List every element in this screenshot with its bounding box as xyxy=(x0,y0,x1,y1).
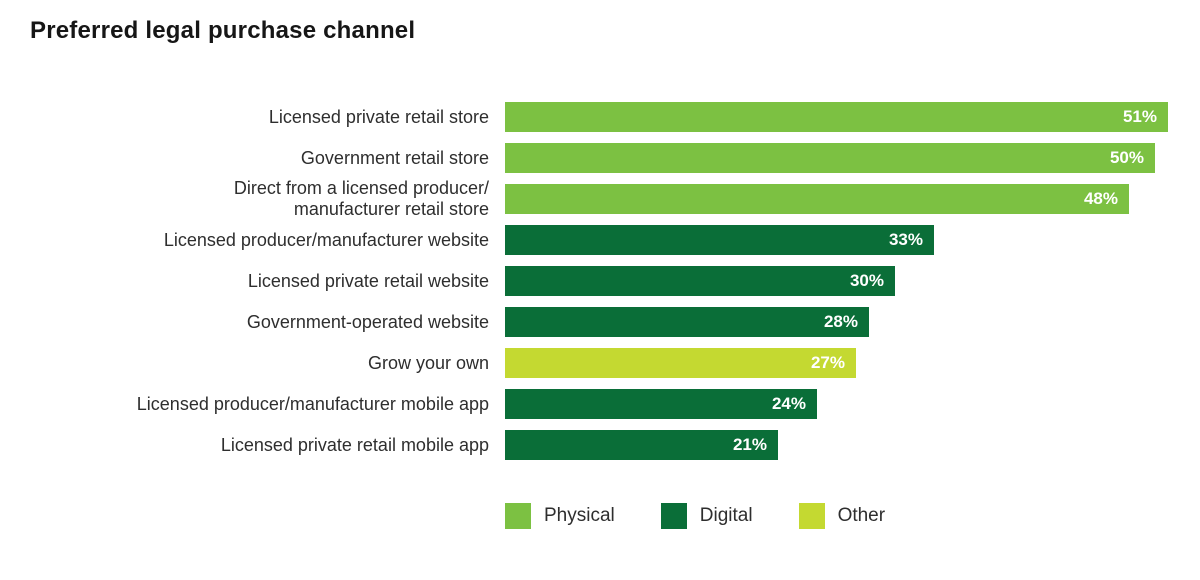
bar-row: Licensed producer/manufacturer mobile ap… xyxy=(0,389,1200,419)
category-label: Government retail store xyxy=(300,147,489,168)
bar-row: Government-operated website 28% xyxy=(0,307,1200,337)
legend-item-digital: Digital xyxy=(660,503,753,529)
legend-swatch xyxy=(660,503,687,529)
bar-digital: 33% xyxy=(505,225,934,255)
value-label: 21% xyxy=(732,435,767,454)
legend-item-other: Other xyxy=(798,503,886,529)
bar-physical: 51% xyxy=(505,102,1168,132)
bar-row: Licensed producer/manufacturer website 33… xyxy=(0,225,1200,255)
bar-row: Licensed private retail website 30% xyxy=(0,266,1200,296)
bar-row: Government retail store 50% xyxy=(0,143,1200,173)
category-label: Licensed private retail mobile app xyxy=(220,434,489,455)
bar-digital: 28% xyxy=(505,307,869,337)
value-label: 51% xyxy=(1122,107,1157,126)
bar-digital: 30% xyxy=(505,266,895,296)
value-label: 28% xyxy=(823,312,858,331)
value-label: 27% xyxy=(810,353,845,372)
category-label: Direct from a licensed producer/ manufac… xyxy=(233,178,489,219)
bar-row: Licensed private retail mobile app 21% xyxy=(0,430,1200,460)
bar-other: 27% xyxy=(505,348,856,378)
bar-physical: 48% xyxy=(505,184,1129,214)
value-label: 30% xyxy=(849,271,884,290)
bar-row: Licensed private retail store 51% xyxy=(0,102,1200,132)
category-label: Licensed producer/manufacturer website xyxy=(163,229,489,250)
legend-swatch xyxy=(505,503,531,529)
category-label: Licensed producer/manufacturer mobile ap… xyxy=(136,393,489,414)
chart-title: Preferred legal purchase channel xyxy=(30,17,416,44)
legend: Physical Digital Other xyxy=(505,503,931,529)
bar-row: Grow your own 27% xyxy=(0,348,1200,378)
bar-row: Direct from a licensed producer/ manufac… xyxy=(0,178,1200,219)
legend-label: Other xyxy=(837,505,886,526)
value-label: 33% xyxy=(888,230,923,249)
category-label: Grow your own xyxy=(367,352,489,373)
value-label: 48% xyxy=(1083,189,1118,208)
category-label: Government-operated website xyxy=(246,311,489,332)
category-label: Licensed private retail store xyxy=(268,106,489,127)
legend-label: Physical xyxy=(544,505,615,526)
legend-swatch xyxy=(798,503,825,529)
legend-item-physical: Physical xyxy=(505,503,615,529)
bar-digital: 21% xyxy=(505,430,778,460)
value-label: 50% xyxy=(1109,148,1144,167)
category-label: Licensed private retail website xyxy=(247,270,489,291)
bar-physical: 50% xyxy=(505,143,1155,173)
bar-digital: 24% xyxy=(505,389,817,419)
bar-rows: Licensed private retail store 51% Governme… xyxy=(0,102,1200,471)
value-label: 24% xyxy=(771,394,806,413)
legend-label: Digital xyxy=(699,505,753,526)
